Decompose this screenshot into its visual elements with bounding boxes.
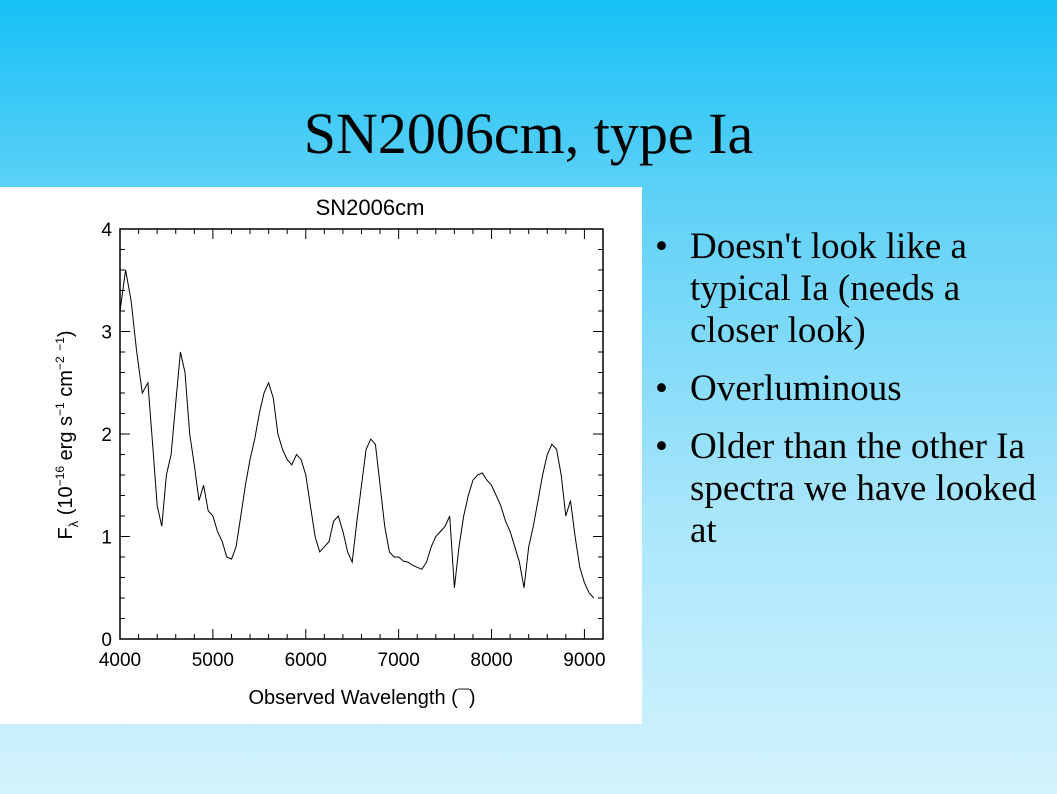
- axis-ticks: [119, 228, 604, 640]
- y-tick-label: 0: [101, 630, 112, 651]
- bullet-glyph: •: [655, 226, 668, 267]
- y-tick-labels: 0 1 2 3 4: [101, 220, 112, 651]
- x-axis-label: Observed Wavelength (¯): [248, 687, 475, 709]
- y-tick-label: 3: [101, 323, 112, 344]
- x-tick-label: 6000: [285, 650, 327, 671]
- x-tick-labels: 4000 5000 6000 7000 8000 9000: [99, 650, 606, 671]
- bullet-list: • Doesn't look like a typical Ia (needs a…: [655, 226, 1055, 568]
- y-tick-label: 2: [101, 425, 112, 446]
- y-axis-label: Fλ (10−16 erg s−1 cm−2 −1): [53, 330, 81, 539]
- plot-frame: [119, 228, 604, 640]
- slide-title: SN2006cm, type Ia: [303, 101, 754, 166]
- spectrum-line: [119, 269, 595, 599]
- chart-title: SN2006cm: [316, 195, 425, 220]
- bullet-text: Doesn't look like a typical Ia (needs a …: [690, 226, 967, 351]
- bullet-glyph: •: [655, 426, 668, 467]
- bullet-item: • Overluminous: [655, 368, 1055, 410]
- x-tick-label: 7000: [378, 650, 420, 671]
- y-tick-label: 1: [101, 528, 112, 549]
- y-tick-label: 4: [101, 220, 112, 241]
- x-tick-label: 8000: [470, 650, 512, 671]
- bullet-text: Overluminous: [690, 368, 902, 409]
- bullet-text: Older than the other Ia spectra we have …: [690, 426, 1037, 551]
- x-tick-label: 4000: [99, 650, 141, 671]
- x-tick-label: 5000: [192, 650, 234, 671]
- bullet-item: • Older than the other Ia spectra we have…: [655, 426, 1055, 552]
- spectrum-chart: SN2006cm 4000 5000 6000 7000 8000 9000 01234 …: [53, 195, 606, 709]
- bullet-item: • Doesn't look like a typical Ia (needs a…: [655, 226, 1055, 352]
- bullet-glyph: •: [655, 368, 668, 409]
- x-tick-label: 9000: [563, 650, 605, 671]
